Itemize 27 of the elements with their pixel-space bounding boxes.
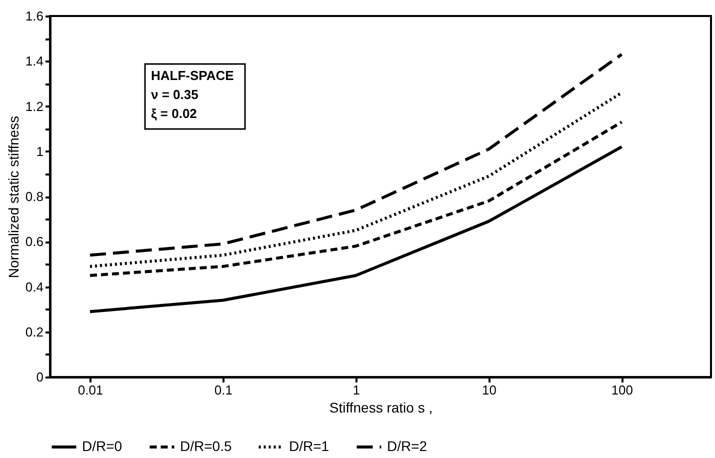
y-tick-label: 1 bbox=[36, 144, 44, 159]
legend-label: D/R=1 bbox=[289, 438, 330, 454]
y-tick-label: 0.8 bbox=[25, 189, 44, 204]
line-series bbox=[88, 145, 624, 314]
line-series bbox=[88, 52, 624, 257]
x-tick-label: 0.1 bbox=[214, 382, 232, 398]
x-tick-label: 1 bbox=[352, 382, 360, 398]
x-tick-label: 100 bbox=[611, 382, 634, 398]
y-tick-label: 0.6 bbox=[25, 234, 44, 250]
line-series bbox=[88, 91, 624, 268]
y-tick-label: 0.2 bbox=[25, 324, 44, 340]
y-tick-label: 1.4 bbox=[25, 54, 44, 69]
x-tick-label: 10 bbox=[482, 382, 496, 398]
y-tick-label: 0 bbox=[36, 370, 44, 384]
x-axis-title: Stiffness ratio s , bbox=[329, 400, 433, 416]
annotation: ν = 0.35 bbox=[151, 87, 198, 102]
annotation: ξ = 0.02 bbox=[151, 106, 197, 121]
legend-label: D/R=0.5 bbox=[180, 438, 232, 454]
annotation: HALF-SPACE bbox=[151, 68, 234, 83]
y-axis-title: Normalized static stiffness bbox=[5, 116, 22, 278]
x-tick-label: 0.01 bbox=[78, 382, 104, 398]
y-tick-label: 0.4 bbox=[25, 279, 44, 294]
line-series bbox=[88, 120, 624, 277]
legend-label: D/R=0 bbox=[82, 438, 122, 454]
y-tick-label: 1.2 bbox=[25, 98, 44, 114]
legend-label: D/R=2 bbox=[387, 438, 428, 454]
y-tick-label: 1.6 bbox=[25, 8, 44, 24]
